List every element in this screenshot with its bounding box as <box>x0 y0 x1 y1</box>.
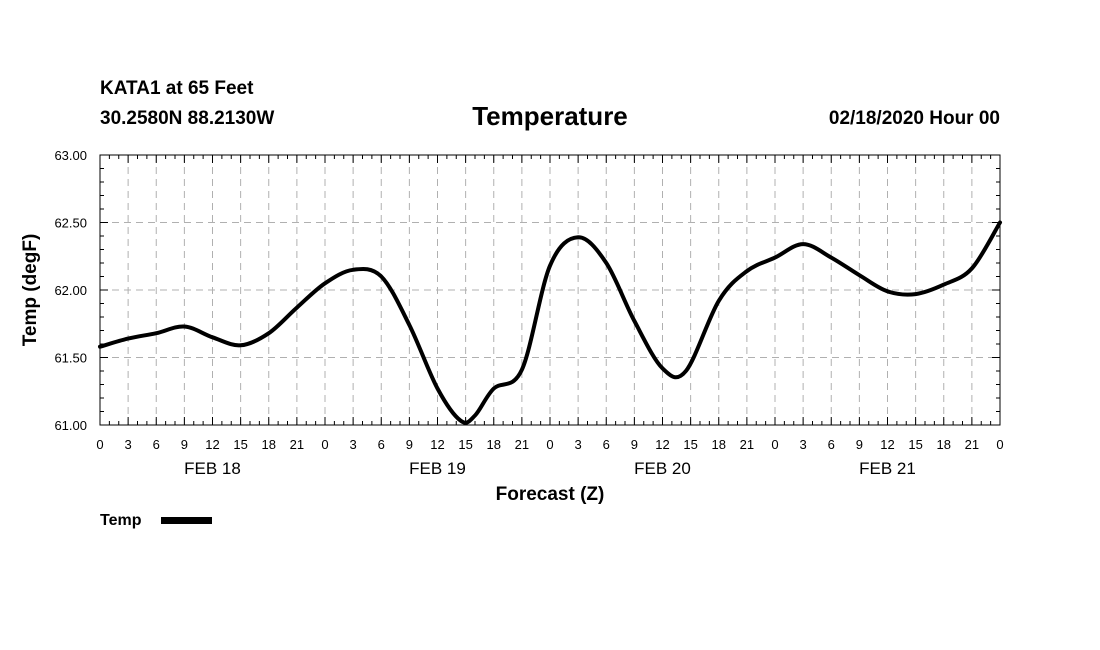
plot-frame <box>99 154 1001 426</box>
x-tick-label: 21 <box>740 437 754 452</box>
x-tick-label: 18 <box>937 437 951 452</box>
axis-ticks <box>99 154 1001 426</box>
x-tick-label: 0 <box>996 437 1003 452</box>
x-tick-label: 12 <box>430 437 444 452</box>
chart-title: Temperature <box>472 101 628 131</box>
x-tick-label: 3 <box>350 437 357 452</box>
x-tick-label: 9 <box>181 437 188 452</box>
y-tick-label: 63.00 <box>54 148 87 163</box>
y-tick-label: 61.50 <box>54 351 87 366</box>
x-tick-label: 0 <box>321 437 328 452</box>
day-label: FEB 20 <box>634 459 691 478</box>
day-label: FEB 19 <box>409 459 466 478</box>
y-axis-title: Temp (degF) <box>20 234 41 347</box>
x-tick-label: 15 <box>683 437 697 452</box>
day-labels: FEB 18 FEB 19 FEB 20 FEB 21 <box>184 459 916 478</box>
x-tick-label: 21 <box>965 437 979 452</box>
x-axis-title: Forecast (Z) <box>496 484 605 505</box>
y-tick-labels: 61.00 61.50 62.00 62.50 63.00 <box>54 148 87 433</box>
x-tick-label: 18 <box>487 437 501 452</box>
station-label: KATA1 at 65 Feet <box>100 78 254 99</box>
x-tick-label: 9 <box>631 437 638 452</box>
x-tick-label: 12 <box>655 437 669 452</box>
x-tick-label: 12 <box>880 437 894 452</box>
x-tick-label: 0 <box>771 437 778 452</box>
legend-label: Temp <box>100 512 142 529</box>
y-tick-label: 62.00 <box>54 283 87 298</box>
x-tick-label: 6 <box>603 437 610 452</box>
x-tick-label: 0 <box>96 437 103 452</box>
legend: Temp <box>100 512 212 529</box>
x-tick-label: 6 <box>828 437 835 452</box>
datetime-label: 02/18/2020 Hour 00 <box>829 108 1000 129</box>
x-tick-label: 18 <box>262 437 276 452</box>
x-tick-label: 3 <box>125 437 132 452</box>
x-tick-label: 15 <box>233 437 247 452</box>
x-tick-label: 9 <box>856 437 863 452</box>
y-tick-label: 61.00 <box>54 418 87 433</box>
x-tick-label: 0 <box>546 437 553 452</box>
x-tick-label: 12 <box>205 437 219 452</box>
x-tick-labels: 0 3 6 9 12 15 18 21 0 3 6 9 12 15 18 21 0 3 6 9 12 15 18 21 0 3 6 9… <box>96 437 1003 452</box>
temp-series-line <box>98 220 1002 425</box>
x-tick-label: 15 <box>908 437 922 452</box>
x-tick-label: 3 <box>575 437 582 452</box>
grid-lines <box>100 155 1000 425</box>
coordinates-label: 30.2580N 88.2130W <box>100 108 274 129</box>
x-tick-label: 21 <box>290 437 304 452</box>
x-tick-label: 18 <box>712 437 726 452</box>
x-tick-label: 6 <box>153 437 160 452</box>
y-tick-label: 62.50 <box>54 216 87 231</box>
x-tick-label: 21 <box>515 437 529 452</box>
x-tick-label: 3 <box>800 437 807 452</box>
day-label: FEB 21 <box>859 459 916 478</box>
x-tick-label: 6 <box>378 437 385 452</box>
day-label: FEB 18 <box>184 459 241 478</box>
x-tick-label: 15 <box>458 437 472 452</box>
x-tick-label: 9 <box>406 437 413 452</box>
legend-swatch <box>161 517 212 524</box>
